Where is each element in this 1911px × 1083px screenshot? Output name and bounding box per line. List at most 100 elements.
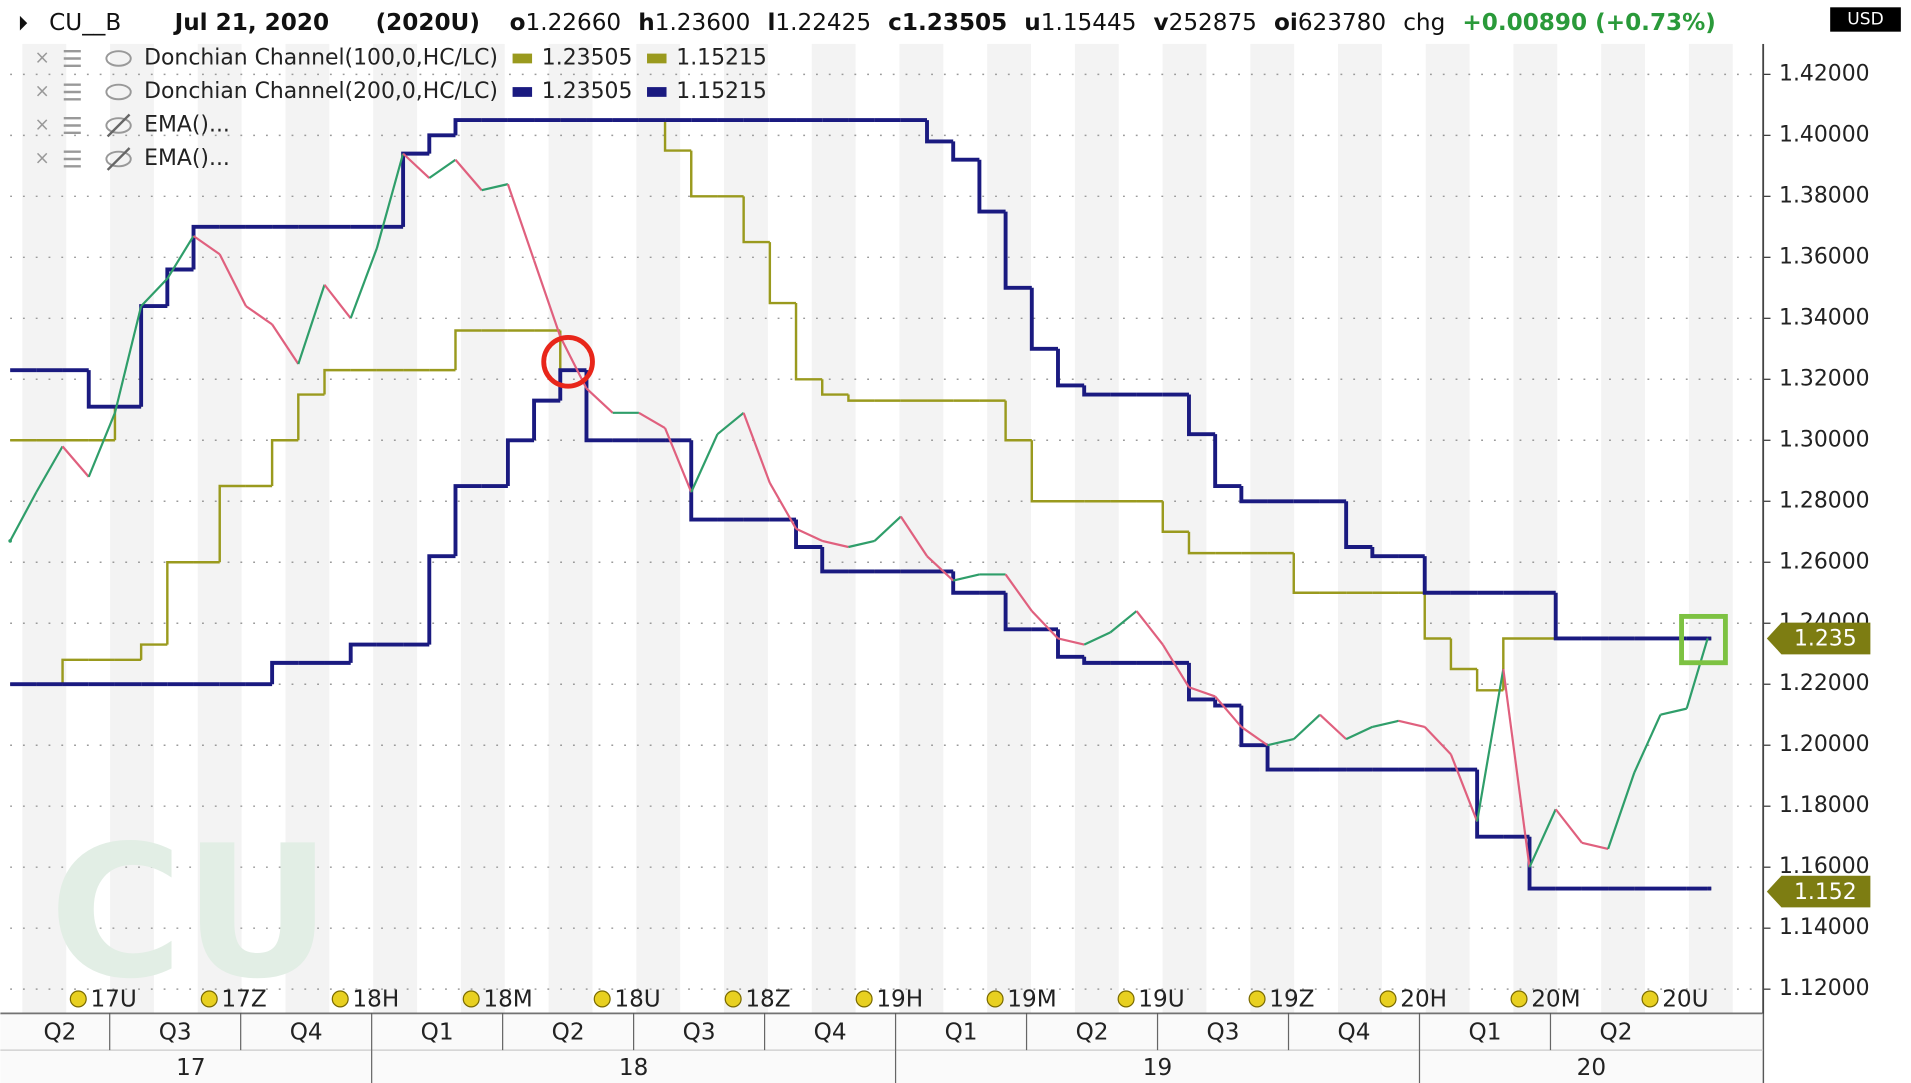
channel-step	[1553, 592, 1582, 641]
channel-step	[1004, 400, 1032, 442]
channel-step	[1213, 699, 1242, 708]
y-tick-label: 1.40000	[1779, 122, 1870, 147]
price-segment	[297, 284, 326, 365]
channel-step	[925, 120, 954, 144]
x-tick-label: Q2	[1076, 1020, 1109, 1046]
channel-step	[532, 398, 561, 441]
channel-step	[1056, 348, 1085, 388]
channel-step	[794, 303, 823, 381]
stripe	[285, 43, 330, 1014]
channel-step	[1187, 394, 1216, 437]
stripe	[1688, 43, 1733, 1014]
year-label: 18	[619, 1055, 648, 1081]
channel-step	[165, 267, 194, 307]
contract-marker	[724, 990, 742, 1008]
x-tick-label: Q3	[1207, 1020, 1240, 1046]
contract-label: 19M	[1007, 987, 1056, 1013]
channel-step	[847, 394, 875, 402]
y-tick-label: 1.38000	[1779, 183, 1870, 208]
legend: × Donchian Channel(100,0,HC/LC) 1.23505 1.1…	[35, 45, 767, 171]
channel-step	[1292, 553, 1320, 594]
currency-badge	[1830, 7, 1901, 32]
stripe	[373, 43, 418, 1014]
channel-step	[1003, 211, 1032, 290]
channel-step	[1449, 638, 1478, 671]
channel-step	[690, 150, 718, 198]
y-tick-label: 1.22000	[1779, 671, 1870, 696]
x-tick-label: Q3	[159, 1020, 192, 1046]
stripe	[1074, 43, 1119, 1014]
channel-step	[1422, 556, 1451, 595]
stripe	[110, 43, 154, 1014]
price-segment	[795, 527, 823, 542]
field-value: 1.15445	[1041, 10, 1137, 36]
legend-value: 1.23505	[542, 45, 633, 70]
channel-step	[454, 329, 482, 371]
channel-step	[1213, 434, 1242, 488]
y-tick-label: 1.12000	[1779, 976, 1870, 1001]
stripe	[811, 43, 856, 1014]
chg-label: chg	[1403, 10, 1445, 36]
contract-label: 19H	[876, 987, 923, 1013]
price-segment	[35, 445, 64, 493]
header-bg	[0, 0, 1828, 44]
stripe	[1425, 43, 1470, 1014]
channel-step	[1423, 592, 1451, 640]
y-tick-label: 1.36000	[1779, 244, 1870, 269]
price-tag-label: 1.152	[1794, 880, 1857, 905]
channel-step	[951, 141, 980, 162]
symbol: CU__B	[49, 10, 121, 36]
channel-step	[427, 133, 456, 154]
legend-entry: Donchian Channel(200,0,HC/LC)	[144, 79, 498, 104]
channel-step	[1370, 547, 1399, 559]
price-segment	[61, 445, 90, 478]
contract: (2020U)	[376, 10, 480, 36]
expand-icon[interactable]	[19, 15, 28, 31]
channel-step	[1082, 656, 1111, 665]
channel-step	[1029, 287, 1058, 351]
y-tick-label: 1.18000	[1779, 793, 1870, 818]
channel-step	[584, 370, 613, 443]
year-label: 17	[176, 1055, 205, 1081]
y-tick-label: 1.30000	[1779, 427, 1870, 452]
contract-label: 19Z	[1269, 987, 1314, 1013]
legend-swatch	[512, 53, 533, 64]
price-segment	[716, 411, 745, 436]
channel-step	[453, 118, 482, 136]
price-segment	[1607, 772, 1636, 850]
channel-step	[139, 643, 168, 660]
stripe	[22, 43, 67, 1014]
field-value: 252875	[1169, 10, 1257, 36]
price-segment	[218, 253, 247, 307]
price-segment	[690, 433, 719, 493]
field-value: 1.23505	[902, 10, 1007, 36]
y-tick-label: 1.26000	[1779, 549, 1870, 574]
x-tick-label: Q1	[945, 1020, 978, 1046]
date: Jul 21, 2020	[173, 10, 329, 36]
channel-step	[270, 439, 299, 487]
price-segment	[1476, 668, 1505, 822]
price-segment	[1581, 841, 1609, 850]
stripe	[899, 43, 944, 1014]
price-segment	[1031, 610, 1059, 640]
price-segment	[848, 539, 875, 549]
menu-icon	[63, 83, 81, 101]
channel-step	[1344, 501, 1373, 549]
price-segment	[1004, 573, 1033, 612]
price-segment	[1633, 714, 1662, 774]
price-segment	[1161, 644, 1190, 688]
channel-step	[1239, 705, 1268, 748]
stripe	[1162, 43, 1207, 1014]
contract-label: 19U	[1138, 987, 1184, 1013]
annotation-box	[1679, 613, 1728, 666]
plot-marks	[8, 118, 1712, 891]
channel-step	[323, 368, 351, 395]
x-tick-label: Q1	[1469, 1020, 1502, 1046]
x-tick-label: Q2	[552, 1020, 585, 1046]
price-segment	[1240, 726, 1269, 747]
price-segment	[166, 235, 195, 280]
price-segment	[9, 491, 38, 542]
field-key: l	[767, 10, 775, 36]
x-tick-label: Q4	[290, 1020, 323, 1046]
